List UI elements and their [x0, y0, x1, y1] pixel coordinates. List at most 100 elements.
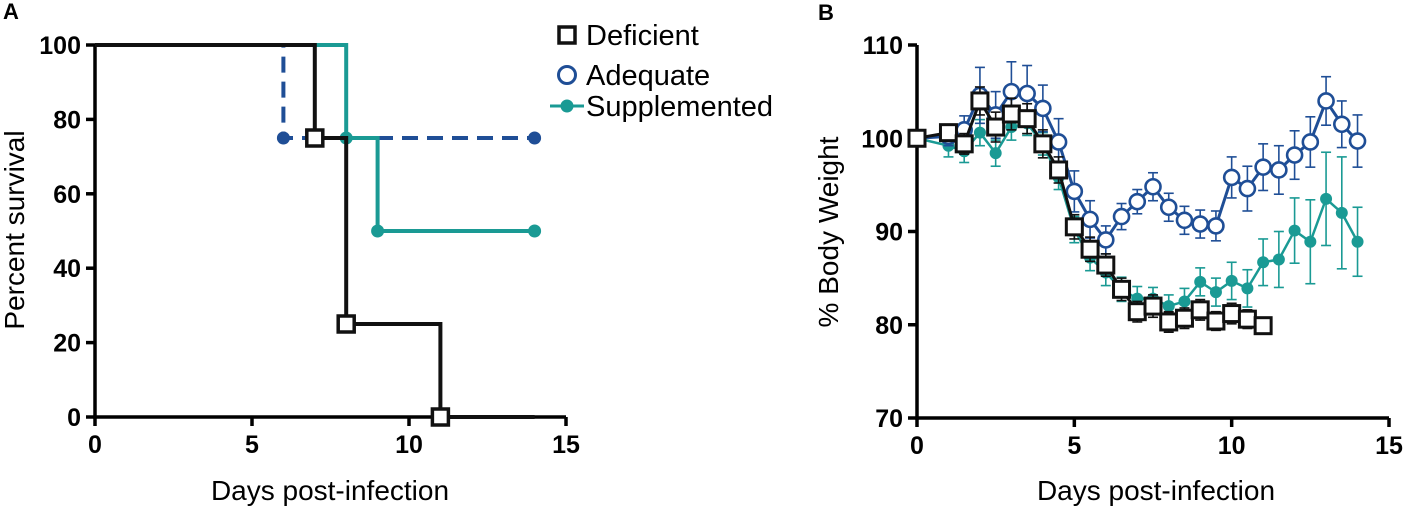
- weight-marker-supplemented: [1352, 236, 1364, 248]
- weight-marker-deficient: [1035, 136, 1051, 152]
- weight-marker-adequate: [1146, 179, 1161, 194]
- weight-marker-supplemented: [1194, 276, 1206, 288]
- weight-line-adequate: [917, 92, 1358, 240]
- panel-b-y-tick-label: 110: [863, 32, 903, 60]
- weight-marker-supplemented: [1304, 236, 1316, 248]
- weight-marker-adequate: [1193, 217, 1208, 232]
- weight-marker-adequate: [1130, 194, 1145, 209]
- panel-a-y-tick-label: 80: [53, 106, 81, 134]
- weight-marker-adequate: [1083, 212, 1098, 227]
- weight-marker-supplemented: [1257, 256, 1269, 268]
- panel-b-x-axis-title: Days post-infection: [1037, 475, 1275, 506]
- weight-marker-adequate: [1051, 134, 1066, 149]
- survival-marker-deficient: [307, 130, 323, 146]
- panel-a-y-tick-label: 60: [53, 181, 81, 209]
- weight-marker-adequate: [1004, 84, 1019, 99]
- weight-marker-adequate: [1271, 162, 1286, 177]
- weight-marker-adequate: [1287, 148, 1302, 163]
- weight-marker-adequate: [1256, 160, 1271, 175]
- weight-marker-supplemented: [1320, 193, 1332, 205]
- weight-marker-adequate: [1098, 232, 1113, 247]
- weight-marker-supplemented: [1241, 282, 1253, 294]
- panel-b-y-axis-title: % Body Weight: [813, 136, 844, 327]
- legend-marker-adequate: [559, 67, 576, 84]
- panel-b-y-tick-label: 100: [861, 125, 903, 153]
- weight-marker-deficient: [1066, 219, 1082, 235]
- weight-marker-deficient: [1019, 111, 1035, 127]
- weight-marker-deficient: [1208, 313, 1224, 329]
- weight-marker-adequate: [1177, 213, 1192, 228]
- panel-a-x-tick-label: 10: [395, 431, 423, 459]
- legend: Deficient Adequate Supplemented: [550, 20, 773, 123]
- weight-marker-deficient: [1145, 298, 1161, 314]
- weight-marker-supplemented: [1289, 225, 1301, 237]
- weight-marker-supplemented: [974, 127, 986, 139]
- panel-b-y-tick-label: 90: [875, 219, 903, 247]
- weight-marker-supplemented: [1336, 207, 1348, 219]
- figure: A B 0 5 10 15020406080100 Days post-infecti…: [0, 0, 1416, 511]
- weight-marker-adequate: [1020, 86, 1035, 101]
- survival-marker-deficient: [338, 316, 354, 332]
- weight-marker-deficient: [988, 119, 1004, 135]
- survival-marker-supplemented: [528, 225, 541, 238]
- weight-marker-supplemented: [1210, 286, 1222, 298]
- legend-marker-deficient: [559, 27, 575, 43]
- weight-marker-supplemented: [1163, 300, 1175, 312]
- panel-b-x-tick-label: 5: [1067, 432, 1081, 460]
- panel-a-plot: 0 5 10 15 0 20 40 60 80 100: [39, 32, 580, 459]
- weight-marker-deficient: [1224, 306, 1240, 322]
- weight-marker-deficient: [1051, 162, 1067, 178]
- panel-b-letter: B: [818, 0, 834, 25]
- weight-marker-supplemented: [990, 147, 1002, 159]
- panel-a-y-tick-label: 40: [53, 255, 81, 283]
- weight-marker-supplemented: [1226, 275, 1238, 287]
- weight-marker-deficient: [1082, 241, 1098, 257]
- weight-marker-deficient: [956, 136, 972, 152]
- weight-marker-deficient: [972, 93, 988, 109]
- weight-marker-adequate: [1035, 101, 1050, 116]
- weight-marker-deficient: [1129, 304, 1145, 320]
- weight-marker-deficient: [1239, 311, 1255, 327]
- weight-marker-supplemented: [1178, 295, 1190, 307]
- weight-marker-deficient: [940, 125, 956, 141]
- panel-b-x-tick-label: 0: [910, 432, 924, 460]
- weight-marker-deficient: [1176, 310, 1192, 326]
- panel-a-x-tick-label: 0: [88, 431, 102, 459]
- panel-b-x-tick-label: 10: [1218, 432, 1246, 460]
- weight-marker-deficient: [1114, 281, 1130, 297]
- legend-entry-deficient: Deficient: [559, 20, 699, 52]
- weight-marker-adequate: [1067, 184, 1082, 199]
- panel-b-y-tick-label: 80: [875, 312, 903, 340]
- panel-a-y-tick-label: 0: [67, 404, 81, 432]
- legend-label-supplemented: Supplemented: [586, 91, 773, 123]
- panel-a-letter: A: [3, 0, 19, 24]
- weight-marker-deficient: [1161, 314, 1177, 330]
- weight-marker-adequate: [1334, 117, 1349, 132]
- weight-marker-adequate: [1350, 134, 1365, 149]
- weight-marker-deficient: [1192, 302, 1208, 318]
- panel-b-plot: 0 5 10 15 70 80 90 100 110: [861, 32, 1403, 460]
- weight-marker-deficient: [1098, 257, 1114, 273]
- panel-a-x-axis-title: Days post-infection: [211, 475, 449, 506]
- panel-b-x-tick-label: 15: [1375, 432, 1403, 460]
- weight-marker-deficient: [909, 130, 925, 146]
- panel-a-x-tick-label: 15: [552, 431, 580, 459]
- legend-entry-adequate: Adequate: [559, 60, 711, 92]
- legend-label-deficient: Deficient: [586, 20, 699, 52]
- panel-a-y-tick-label: 100: [39, 32, 81, 60]
- weight-marker-supplemented: [1273, 253, 1285, 265]
- panel-a-y-axis-title: Percent survival: [0, 130, 30, 329]
- survival-marker-deficient: [432, 409, 448, 425]
- panel-b-y-tick-label: 70: [875, 405, 903, 433]
- legend-marker-supplemented: [561, 100, 574, 113]
- panel-a-x-tick-label: 5: [245, 431, 259, 459]
- survival-marker-adequate: [277, 132, 290, 145]
- weight-marker-adequate: [1224, 170, 1239, 185]
- legend-label-adequate: Adequate: [586, 60, 710, 92]
- legend-entry-supplemented: Supplemented: [550, 91, 773, 123]
- weight-marker-deficient: [1003, 106, 1019, 122]
- panel-a-y-tick-label: 20: [53, 330, 81, 358]
- survival-marker-adequate: [528, 132, 541, 145]
- weight-marker-adequate: [1114, 209, 1129, 224]
- survival-marker-supplemented: [371, 225, 384, 238]
